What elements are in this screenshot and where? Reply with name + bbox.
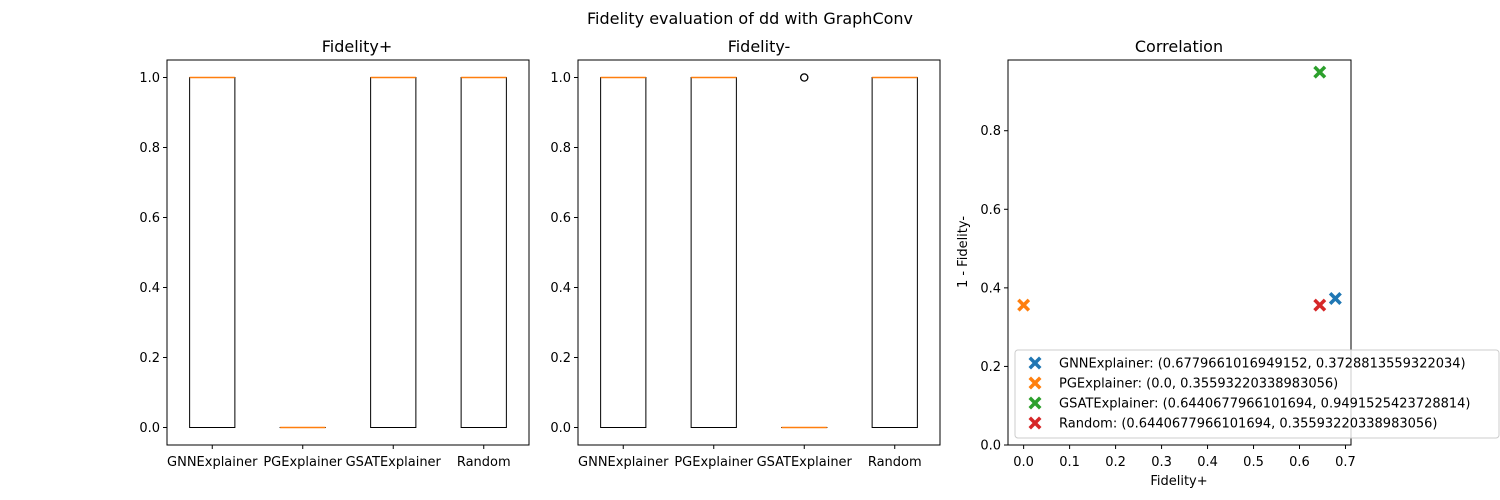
legend-label: PGExplainer: (0.0, 0.35593220338983056) <box>1059 377 1338 392</box>
legend-marker <box>1028 416 1042 430</box>
legend-item: GSATExplainer: (0.6440677966101694, 0.94… <box>1028 396 1471 412</box>
fidelity-plus-ytick-label: 0.8 <box>139 141 160 156</box>
fidelity-minus-box <box>690 77 737 428</box>
fidelity-plus-ytick-label: 0.4 <box>139 281 160 296</box>
correlation-ytick-label: 0.0 <box>980 439 1001 454</box>
fidelity-minus-ytick-label: 0.6 <box>550 211 571 226</box>
fidelity-minus-plot-area <box>577 59 941 446</box>
fidelity-minus-ytick-label: 0.2 <box>550 351 571 366</box>
fidelity-plus-xtick-label: GSATExplainer <box>346 455 442 470</box>
fidelity-plus-plot-area <box>166 59 530 446</box>
fidelity-plus-xtick-label: Random <box>457 455 511 470</box>
fidelity-plus-title: Fidelity+ <box>322 37 393 56</box>
fidelity-minus-xtick-label: GSATExplainer <box>757 455 853 470</box>
fidelity-minus-ytick-label: 1.0 <box>550 71 571 86</box>
legend-item: PGExplainer: (0.0, 0.35593220338983056) <box>1028 376 1338 392</box>
correlation-xlabel: Fidelity+ <box>1150 474 1207 489</box>
fidelity-plus-boxplot: Fidelity+ 0.0 0.2 0.4 0.6 0.8 1.0 GNNExplainer… <box>139 37 530 470</box>
fidelity-plus-xtick-label: GNNExplainer <box>167 455 258 470</box>
correlation-xtick-label: 0.1 <box>1059 455 1080 470</box>
correlation-xtick-label: 0.3 <box>1151 455 1172 470</box>
legend-marker <box>1028 376 1042 390</box>
fidelity-minus-ytick-label: 0.0 <box>550 421 571 436</box>
fidelity-minus-box <box>871 77 918 428</box>
correlation-xtick-label: 0.6 <box>1289 455 1310 470</box>
legend-label: GSATExplainer: (0.6440677966101694, 0.94… <box>1059 397 1471 412</box>
fidelity-plus-xtick-label: PGExplainer <box>263 455 342 470</box>
correlation-point <box>1328 292 1342 306</box>
fidelity-plus-ytick-label: 0.0 <box>139 421 160 436</box>
legend-label: GNNExplainer: (0.6779661016949152, 0.372… <box>1059 357 1466 372</box>
correlation-ytick-label: 0.2 <box>980 360 1001 375</box>
fidelity-minus-ytick-label: 0.8 <box>550 141 571 156</box>
correlation-legend: GNNExplainer: (0.6779661016949152, 0.372… <box>1014 349 1500 439</box>
correlation-xtick-label: 0.2 <box>1105 455 1126 470</box>
fidelity-plus-ytick-label: 1.0 <box>139 71 160 86</box>
legend-marker <box>1028 356 1042 370</box>
legend-label: Random: (0.6440677966101694, 0.355932203… <box>1059 417 1438 432</box>
correlation-title: Correlation <box>1135 37 1223 56</box>
fidelity-plus-box <box>370 77 417 428</box>
correlation-xtick-label: 0.7 <box>1335 455 1356 470</box>
correlation-point <box>1017 298 1031 312</box>
correlation-ytick-label: 0.4 <box>980 281 1001 296</box>
fidelity-minus-xtick-label: GNNExplainer <box>578 455 669 470</box>
correlation-ylabel: 1 - Fidelity- <box>956 216 971 288</box>
correlation-xtick-label: 0.0 <box>1013 455 1034 470</box>
fidelity-plus-ytick-label: 0.6 <box>139 211 160 226</box>
fidelity-plus-box <box>460 77 507 428</box>
fidelity-minus-title: Fidelity- <box>728 37 791 56</box>
correlation-scatter: Correlation Fidelity+ 1 - Fidelity- 0.0 0… <box>956 37 1500 489</box>
correlation-ytick-label: 0.8 <box>980 124 1001 139</box>
legend-item: Random: (0.6440677966101694, 0.355932203… <box>1028 416 1438 432</box>
correlation-ytick-label: 0.6 <box>980 203 1001 218</box>
legend-frame <box>1014 349 1500 439</box>
correlation-xtick-label: 0.4 <box>1197 455 1218 470</box>
legend-marker <box>1028 396 1042 410</box>
correlation-xtick-label: 0.5 <box>1243 455 1264 470</box>
fidelity-plus-ytick-label: 0.2 <box>139 351 160 366</box>
legend-item: GNNExplainer: (0.6779661016949152, 0.372… <box>1028 356 1466 372</box>
figure-title: Fidelity evaluation of dd with GraphConv <box>587 9 913 28</box>
fidelity-minus-flier <box>800 73 809 82</box>
correlation-plot-area <box>1007 59 1352 446</box>
fidelity-minus-boxplot: Fidelity- 0.0 0.2 0.4 0.6 0.8 1.0 GNNExplainer… <box>550 37 941 470</box>
fidelity-plus-box <box>189 77 236 428</box>
correlation-point <box>1313 298 1327 312</box>
fidelity-minus-xtick-label: Random <box>868 455 922 470</box>
fidelity-minus-xtick-label: PGExplainer <box>674 455 753 470</box>
fidelity-minus-box <box>600 77 647 428</box>
correlation-point <box>1313 65 1327 79</box>
fidelity-minus-ytick-label: 0.4 <box>550 281 571 296</box>
